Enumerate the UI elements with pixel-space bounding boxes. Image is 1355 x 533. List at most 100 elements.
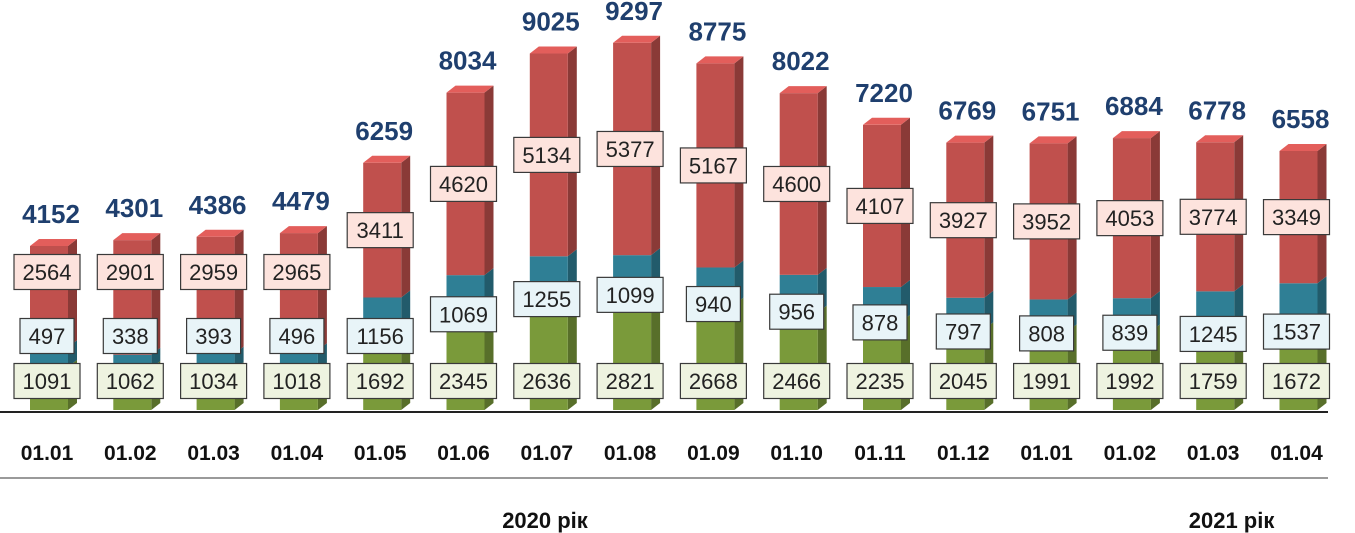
value-s0-2-box	[180, 362, 248, 400]
value-s2-2: 2959	[189, 260, 238, 285]
value-s0-1: 1062	[106, 369, 155, 394]
x-tick-label-11: 01.12	[937, 442, 990, 465]
value-s2-6: 5134	[522, 143, 571, 168]
value-s0-6-box	[513, 362, 581, 400]
value-s0-15: 1672	[1272, 369, 1321, 394]
value-s0-5-box	[429, 362, 498, 400]
value-s1-12-box	[1018, 315, 1075, 352]
total-label-11: 6769	[938, 96, 996, 126]
bar-top-13	[1112, 131, 1160, 139]
x-tick-label-3: 01.04	[271, 442, 324, 465]
value-s2-4: 3411	[357, 218, 404, 243]
x-tick-label-6: 01.07	[521, 442, 574, 465]
x-tick-label-13: 01.02	[1104, 442, 1157, 465]
value-s1-4-box	[346, 317, 414, 355]
total-label-9: 8022	[772, 46, 830, 76]
value-s2-0: 2564	[23, 260, 72, 285]
total-label-6: 9025	[522, 7, 580, 37]
value-s0-2: 1034	[189, 369, 238, 394]
total-label-10: 7220	[855, 78, 913, 108]
value-s1-5: 1069	[439, 302, 488, 327]
value-s1-5-box	[429, 296, 498, 333]
value-s1-2: 393	[195, 324, 232, 349]
value-s2-10-box	[846, 187, 914, 225]
value-s2-3: 2965	[272, 260, 321, 285]
value-s0-7: 2821	[606, 369, 655, 394]
value-s1-11-box	[935, 313, 991, 350]
value-s2-14-box	[1179, 198, 1247, 235]
value-s2-7: 5377	[606, 137, 655, 162]
total-label-1: 4301	[105, 193, 163, 223]
value-s1-15-box	[1262, 313, 1331, 350]
total-label-5: 8034	[439, 46, 497, 76]
value-s1-11: 797	[945, 319, 982, 344]
x-tick-label-15: 01.04	[1270, 442, 1323, 465]
bar-top-3	[279, 226, 327, 234]
value-s2-6-box	[513, 136, 581, 174]
value-s1-9-box	[769, 293, 825, 330]
value-s0-3-box	[263, 362, 331, 400]
value-s2-11: 3927	[939, 208, 988, 233]
value-s1-13-box	[1102, 314, 1158, 351]
value-s1-3-box	[269, 317, 325, 355]
value-s1-13: 839	[1112, 321, 1149, 346]
value-s0-13-box	[1096, 362, 1164, 400]
bar-top-0	[30, 238, 77, 246]
x-tick-label-0: 01.01	[21, 442, 74, 465]
value-s1-14: 1245	[1189, 322, 1238, 347]
value-s2-7-box	[596, 130, 664, 168]
value-s1-14-box	[1179, 315, 1247, 353]
value-s1-0-box	[19, 317, 75, 355]
value-s1-7-box	[596, 276, 664, 313]
value-s0-8-box	[679, 362, 748, 400]
value-s0-12: 1991	[1022, 369, 1071, 394]
value-s2-3-box	[263, 253, 331, 291]
value-s0-8: 2668	[689, 369, 738, 394]
value-s2-2-box	[180, 253, 248, 291]
value-s1-10: 878	[862, 310, 899, 335]
value-s0-14: 1759	[1189, 369, 1238, 394]
value-s1-15: 1537	[1272, 320, 1321, 345]
value-s0-0: 1091	[23, 369, 72, 394]
total-label-0: 4152	[22, 199, 80, 229]
total-label-13: 6884	[1105, 91, 1163, 121]
bar-top-4	[363, 155, 411, 163]
value-s2-5: 4620	[439, 172, 488, 197]
total-label-15: 6558	[1272, 104, 1330, 134]
value-s2-15: 3349	[1272, 205, 1321, 230]
x-tick-label-14: 01.03	[1187, 442, 1240, 465]
x-tick-label-10: 01.11	[854, 442, 906, 465]
value-s1-7: 1099	[606, 283, 655, 308]
x-tick-label-5: 01.06	[437, 442, 490, 465]
value-s0-13: 1992	[1105, 369, 1154, 394]
value-s0-9-box	[763, 362, 831, 400]
value-s0-10: 2235	[856, 369, 905, 394]
value-s1-4: 1156	[357, 324, 404, 349]
bar-top-8	[696, 56, 744, 64]
value-s0-15-box	[1262, 362, 1331, 400]
value-s1-8: 940	[695, 292, 732, 317]
value-s2-4-box	[346, 212, 414, 249]
total-label-3: 4479	[272, 186, 330, 216]
x-tick-label-1: 01.02	[104, 442, 157, 465]
value-s2-0-box	[13, 253, 81, 291]
value-s1-12: 808	[1028, 321, 1065, 346]
value-s0-6: 2636	[522, 369, 571, 394]
value-s2-9-box	[763, 165, 831, 203]
value-s2-14: 3774	[1189, 205, 1238, 230]
value-s2-1: 2901	[106, 260, 155, 285]
value-s1-1: 338	[112, 324, 149, 349]
value-s1-6-box	[513, 280, 581, 318]
x-tick-label-4: 01.05	[354, 442, 407, 465]
total-label-2: 4386	[189, 190, 247, 220]
value-s2-1-box	[96, 253, 164, 291]
year-label-1: 2021 рік	[1189, 508, 1276, 533]
value-s1-6: 1255	[522, 287, 571, 312]
value-s1-9: 956	[778, 300, 815, 325]
bar-top-14	[1196, 135, 1244, 143]
value-s2-9: 4600	[772, 172, 821, 197]
value-s2-8: 5167	[689, 153, 738, 178]
value-s0-9: 2466	[772, 369, 821, 394]
